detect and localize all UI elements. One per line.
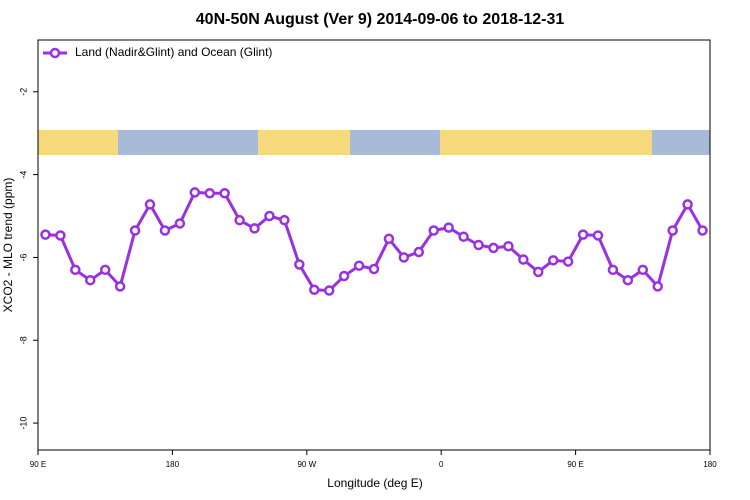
point [204,187,215,199]
point [40,229,51,240]
point [533,266,544,278]
y-tick-label: -10 [18,417,28,430]
point [503,240,514,252]
point [547,255,559,266]
point [473,239,484,251]
point [398,252,410,263]
point [129,225,141,236]
point [622,274,634,286]
point [353,260,365,271]
plot-frame [37,39,711,451]
point [667,225,678,236]
point [458,231,469,242]
point [99,264,111,276]
y-tick-label: -2 [18,88,28,96]
point [114,281,126,292]
point [428,225,439,236]
point [652,281,663,292]
point [234,214,245,226]
legend-marker [49,47,61,59]
y-tick-label: -4 [18,171,28,179]
point [368,263,380,275]
point [413,246,425,258]
point [562,256,574,267]
point [55,230,66,241]
point [577,229,589,240]
point [264,210,275,222]
point [309,284,320,295]
point [174,218,186,229]
x-tick-label: 180 [166,460,180,469]
point [249,223,260,234]
point [607,264,619,276]
point [518,254,529,265]
point [85,274,96,286]
point [338,270,350,282]
point [70,264,81,276]
y-tick-label: -8 [18,336,28,344]
point [219,187,230,199]
x-tick-label: 180 [703,460,717,469]
point [159,225,171,236]
point [294,259,305,270]
x-tick-label: 90 E [567,460,583,469]
point [488,242,499,254]
point [443,222,454,233]
point [144,199,156,210]
point [383,233,395,245]
point [323,285,335,296]
x-tick-label: 90 E [30,460,46,469]
point [682,199,693,210]
x-tick-label: 0 [439,460,444,469]
point [189,187,201,198]
map-strip [38,130,710,155]
point [637,264,649,276]
y-axis-label: XCO2 - MLO trend (ppm) [1,178,15,313]
point [279,214,290,226]
x-axis-label: Longitude (deg E) [327,476,422,490]
x-tick-label: 90 W [297,460,316,469]
point [592,230,604,241]
point [697,225,708,236]
legend-label: Land (Nadir&Glint) and Ocean (Glint) [75,45,272,59]
y-tick-label: -6 [18,253,28,261]
chart-title: 40N-50N August (Ver 9) 2014-09-06 to 201… [196,11,565,28]
series-line [45,190,704,293]
